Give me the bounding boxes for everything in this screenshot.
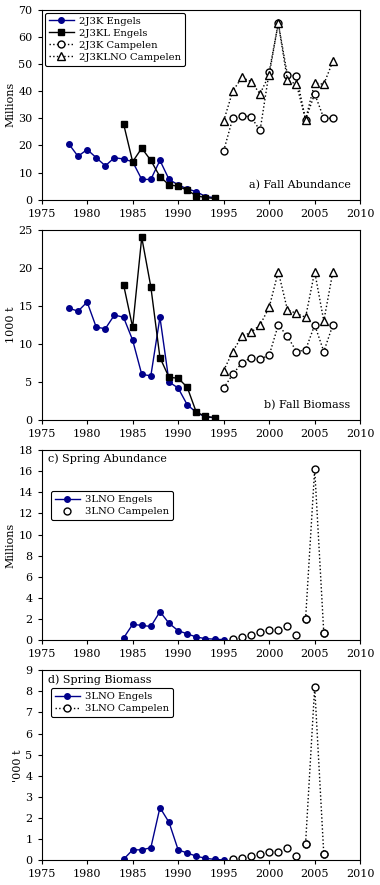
Text: c) Spring Abundance: c) Spring Abundance [48,454,167,465]
Text: d) Spring Biomass: d) Spring Biomass [48,674,152,685]
Text: b) Fall Biomass: b) Fall Biomass [264,400,351,411]
Legend: 2J3K Engels, 2J3KL Engels, 2J3K Campelen, 2J3KLNO Campelen: 2J3K Engels, 2J3KL Engels, 2J3K Campelen… [44,12,185,65]
Y-axis label: Millions: Millions [6,82,16,127]
Legend: 3LNO Engels, 3LNO Campelen: 3LNO Engels, 3LNO Campelen [51,689,173,718]
Y-axis label: 1000 t: 1000 t [6,306,16,343]
Text: a) Fall Abundance: a) Fall Abundance [249,180,351,190]
Legend: 3LNO Engels, 3LNO Campelen: 3LNO Engels, 3LNO Campelen [51,491,173,520]
Y-axis label: Millions: Millions [6,522,16,567]
Y-axis label: '000 t: '000 t [13,749,23,781]
